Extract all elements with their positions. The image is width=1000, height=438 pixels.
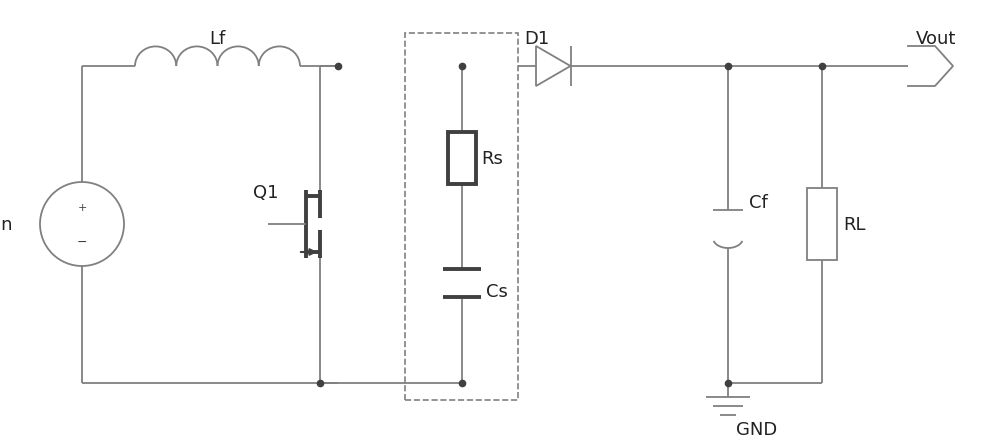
Text: Lf: Lf <box>209 30 226 48</box>
Text: Cs: Cs <box>486 283 508 300</box>
Bar <box>448 133 476 184</box>
Text: Vin: Vin <box>0 215 13 233</box>
Text: Vout: Vout <box>916 30 956 48</box>
Text: Rs: Rs <box>481 150 503 168</box>
Bar <box>405 34 518 400</box>
Text: RL: RL <box>843 215 866 233</box>
Bar <box>807 189 837 261</box>
Text: +: + <box>77 202 87 212</box>
Text: GND: GND <box>736 420 777 438</box>
Text: Cf: Cf <box>749 194 768 212</box>
Text: D1: D1 <box>524 30 549 48</box>
Text: Q1: Q1 <box>253 184 278 201</box>
Text: −: − <box>77 235 87 248</box>
